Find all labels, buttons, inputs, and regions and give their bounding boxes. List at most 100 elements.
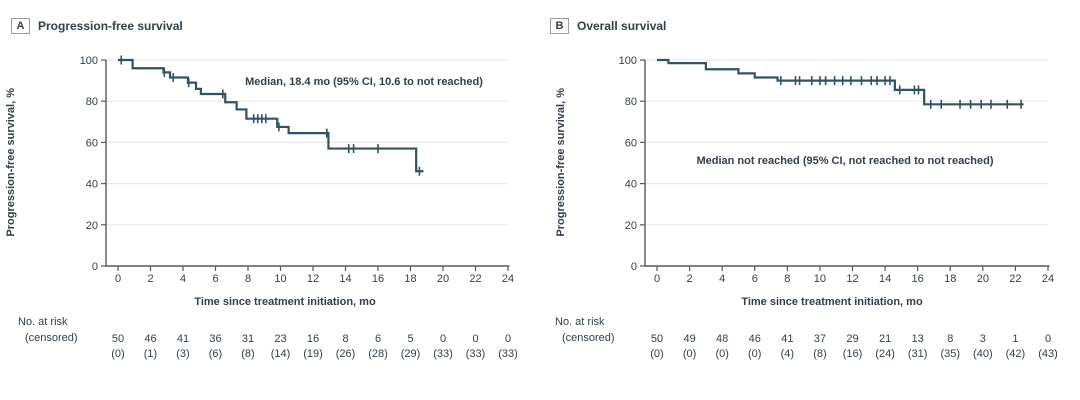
km-curve-B <box>657 58 1024 106</box>
at-risk-count: 49 <box>683 333 695 345</box>
at-risk-count: 0 <box>472 333 478 345</box>
censored-count: (33) <box>433 348 453 360</box>
y-tick-label: 40 <box>86 179 98 191</box>
panel-b-x-axis-label: Time since treatment initiation, mo <box>741 296 923 308</box>
censored-count: (42) <box>1006 348 1026 360</box>
y-tick-label: 20 <box>86 220 98 232</box>
x-tick-label: 12 <box>846 273 858 285</box>
at-risk-count: 36 <box>209 333 221 345</box>
y-tick-label: 60 <box>86 137 98 149</box>
at-risk-count: 50 <box>112 333 124 345</box>
x-tick-label: 0 <box>115 273 121 285</box>
x-tick-label: 8 <box>245 273 251 285</box>
censored-count: (0) <box>683 348 696 360</box>
at-risk-count: 21 <box>879 333 891 345</box>
at-risk-count: 16 <box>307 333 319 345</box>
panel-a-letter: A <box>11 18 30 34</box>
at-risk-count: 41 <box>177 333 189 345</box>
panel-b-header: B Overall survival <box>550 18 666 34</box>
panel-a-title: Progression-free survival <box>38 19 183 33</box>
y-tick-label: 20 <box>625 220 637 232</box>
censored-count: (33) <box>466 348 486 360</box>
panel-b-y-axis-label: Progression-free survival, % <box>555 88 567 237</box>
censored-count: (3) <box>176 348 189 360</box>
at-risk-count: 1 <box>1012 333 1018 345</box>
y-tick-label: 100 <box>80 55 98 67</box>
at-risk-count: 46 <box>144 333 156 345</box>
censored-count: (0) <box>111 348 124 360</box>
at-risk-count: 3 <box>980 333 986 345</box>
x-tick-label: 4 <box>180 273 186 285</box>
x-tick-label: 22 <box>469 273 481 285</box>
panel-b-title: Overall survival <box>577 19 667 33</box>
at-risk-count: 0 <box>1045 333 1051 345</box>
censored-count: (0) <box>748 348 761 360</box>
at-risk-count: 41 <box>781 333 793 345</box>
censored-count: (35) <box>940 348 960 360</box>
at-risk-count: 23 <box>274 333 286 345</box>
panel-a-x-axis-label: Time since treatment initiation, mo <box>194 296 376 308</box>
censored-count: (33) <box>498 348 518 360</box>
at-risk-count: 29 <box>846 333 858 345</box>
censored-count: (40) <box>973 348 993 360</box>
censored-count: (8) <box>813 348 826 360</box>
censored-count: (0) <box>650 348 663 360</box>
x-tick-label: 16 <box>912 273 924 285</box>
censored-count: (43) <box>1038 348 1058 360</box>
censored-count: (0) <box>715 348 728 360</box>
panel-b-risk-label: No. at risk <box>555 316 605 328</box>
at-risk-count: 5 <box>407 333 413 345</box>
x-tick-label: 18 <box>944 273 956 285</box>
y-tick-label: 60 <box>625 137 637 149</box>
censored-count: (28) <box>368 348 388 360</box>
at-risk-count: 8 <box>342 333 348 345</box>
x-tick-label: 6 <box>212 273 218 285</box>
censored-count: (1) <box>144 348 157 360</box>
at-risk-count: 8 <box>947 333 953 345</box>
at-risk-count: 6 <box>375 333 381 345</box>
at-risk-count: 48 <box>716 333 728 345</box>
y-tick-label: 40 <box>625 179 637 191</box>
panel-a-risk-label: No. at risk <box>18 316 68 328</box>
censored-count: (26) <box>336 348 356 360</box>
y-tick-label: 80 <box>625 96 637 108</box>
censored-count: (4) <box>781 348 794 360</box>
x-tick-label: 16 <box>372 273 384 285</box>
at-risk-count: 0 <box>440 333 446 345</box>
x-tick-label: 14 <box>339 273 351 285</box>
x-tick-label: 10 <box>814 273 826 285</box>
censored-count: (6) <box>209 348 222 360</box>
censored-count: (16) <box>843 348 863 360</box>
x-tick-label: 12 <box>307 273 319 285</box>
x-tick-label: 24 <box>502 273 514 285</box>
panel-b-median-annotation: Median not reached (95% CI, not reached … <box>696 155 994 167</box>
x-tick-label: 18 <box>404 273 416 285</box>
x-tick-label: 10 <box>274 273 286 285</box>
km-curve-A <box>118 58 424 173</box>
x-tick-label: 14 <box>879 273 891 285</box>
y-tick-label: 100 <box>619 55 637 67</box>
panel-b-letter: B <box>550 18 569 34</box>
censored-count: (8) <box>241 348 254 360</box>
y-tick-label: 0 <box>92 261 98 273</box>
panel-b-censored-label: (censored) <box>562 332 615 344</box>
y-tick-label: 0 <box>631 261 637 273</box>
x-tick-label: 8 <box>784 273 790 285</box>
at-risk-count: 13 <box>912 333 924 345</box>
x-tick-label: 2 <box>147 273 153 285</box>
at-risk-count: 50 <box>651 333 663 345</box>
at-risk-count: 0 <box>505 333 511 345</box>
at-risk-count: 46 <box>749 333 761 345</box>
y-tick-label: 80 <box>86 96 98 108</box>
x-tick-label: 22 <box>1009 273 1021 285</box>
panel-a-y-axis-label: Progression-free survival, % <box>5 88 17 237</box>
panel-a-censored-label: (censored) <box>25 332 78 344</box>
x-tick-label: 0 <box>654 273 660 285</box>
x-tick-label: 2 <box>687 273 693 285</box>
x-tick-label: 20 <box>977 273 989 285</box>
x-tick-label: 6 <box>752 273 758 285</box>
censored-count: (19) <box>303 348 323 360</box>
x-tick-label: 24 <box>1042 273 1054 285</box>
censored-count: (31) <box>908 348 928 360</box>
